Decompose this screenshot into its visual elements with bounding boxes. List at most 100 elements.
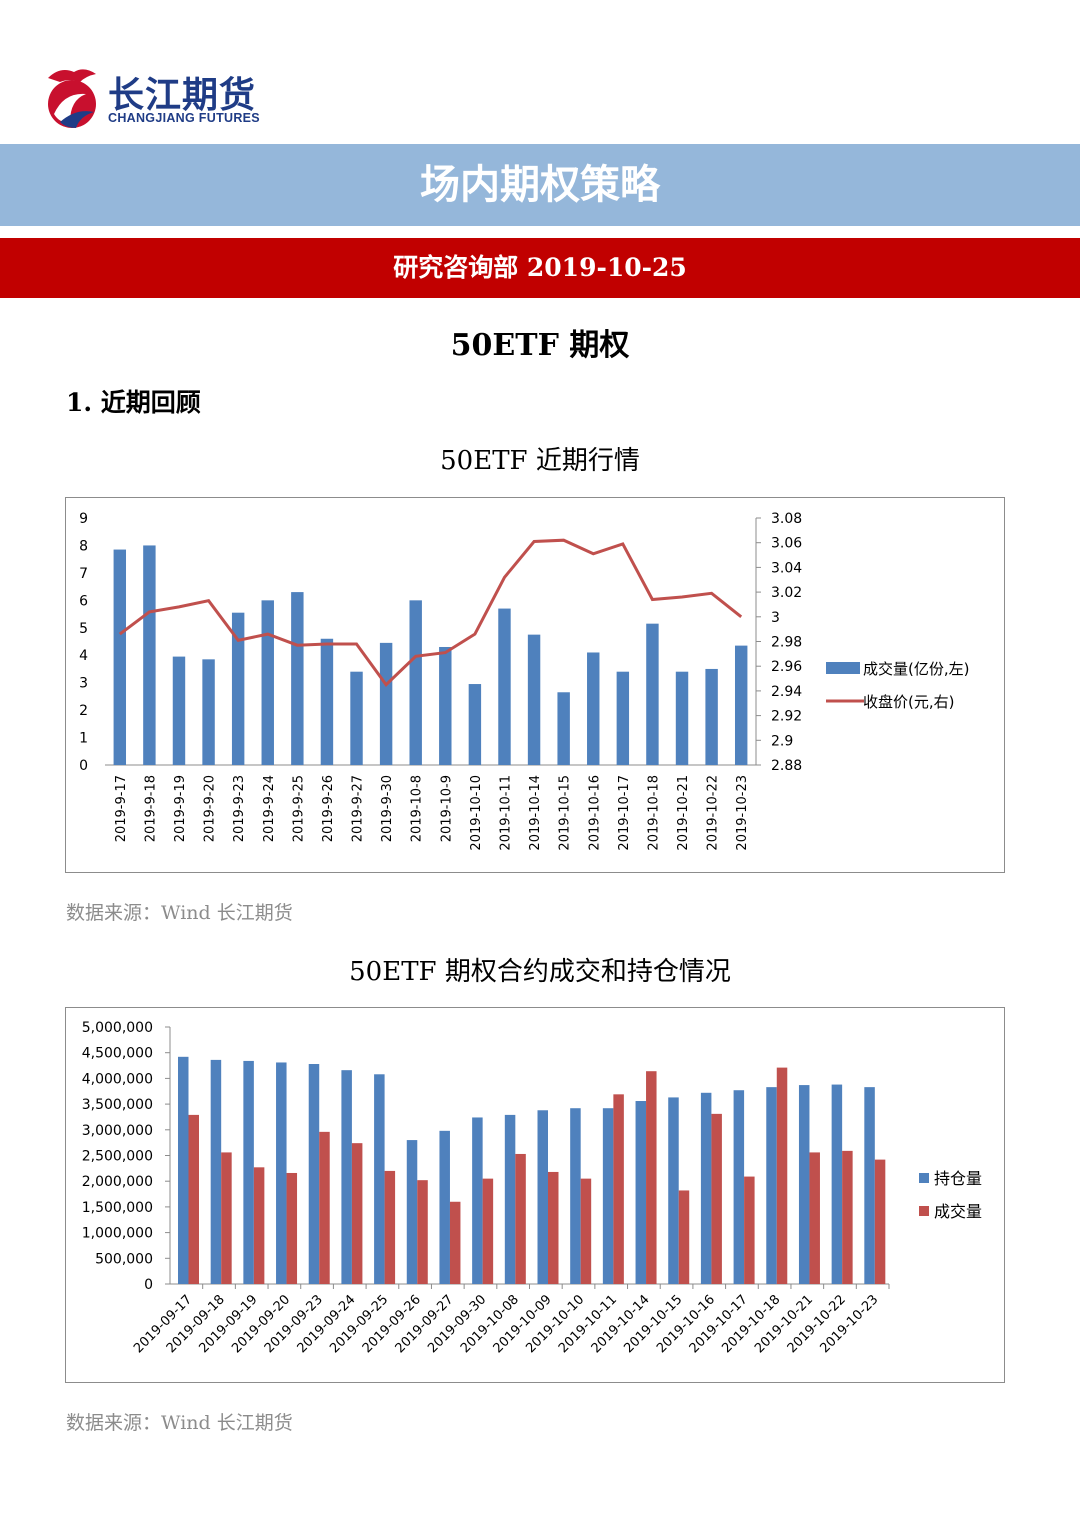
trading-volume-bar [711,1113,722,1284]
y-tick-label: 1,500,000 [82,1200,153,1216]
y-right-tick-label: 2.98 [771,635,802,651]
volume-bar [172,656,186,765]
chart1-caption: 50ETF 近期行情 [440,446,640,476]
x-tick-label: 2019-10-17 [617,775,632,851]
x-tick-label: 2019-10-22 [706,775,721,851]
y-tick-label: 0 [144,1277,153,1293]
volume-bar [350,671,363,765]
open-interest-bar [243,1060,254,1284]
open-interest-bar [831,1084,843,1284]
y-right-tick-label: 2.94 [771,684,802,700]
volume-bar [439,646,452,765]
trading-volume-bar [515,1153,526,1284]
y-right-tick-label: 3.02 [771,585,802,601]
x-tick-label: 2019-10-18 [646,775,661,851]
open-interest-bar [602,1108,614,1284]
x-tick-label: 2019-10-9 [439,775,454,842]
x-tick-label: 2019-9-25 [291,775,306,842]
x-tick-label: 2019-9-26 [321,775,336,842]
trading-volume-bar [482,1178,494,1284]
chart1-source: 数据来源：Wind 长江期货 [66,902,293,924]
title-banner: 场内期权策略 [0,144,1080,226]
open-interest-bar [766,1087,777,1284]
open-interest-bar [537,1110,548,1284]
open-interest-bar [570,1108,581,1284]
volume-bar [202,659,215,765]
x-tick-label: 2019-9-19 [173,775,188,842]
y-left-tick-label: 7 [79,566,88,582]
chart1-svg: 0 1 2 3 4 5 6 7 8 9 2.88 2.9 2.92 2.94 2.96 2.98 3 3.02 3.… [79,511,969,851]
trading-volume-bar [188,1114,199,1284]
y-left-tick-label: 4 [79,648,88,664]
y-right-tick-label: 3.06 [771,536,802,552]
y-tick-label: 2,500,000 [82,1149,153,1165]
open-interest-bar [864,1087,875,1284]
open-interest-bar [341,1070,352,1284]
volume-bar [143,545,156,765]
legend-label-volume: 成交量(亿份,左) [863,660,969,678]
legend-label-volume: 成交量 [934,1202,982,1221]
x-tick-label: 2019-9-18 [143,775,158,842]
y-tick-label: 4,000,000 [82,1071,153,1087]
y-tick-label: 1,000,000 [82,1226,153,1242]
logo-text-en: CHANGJIANG FUTURES [108,111,260,125]
y-left-tick-label: 3 [79,676,88,692]
trading-volume-bar [809,1152,820,1284]
volume-bar [261,600,274,765]
volume-bar [291,592,304,765]
y-right-tick-label: 3 [771,610,780,626]
legend-swatch-volume [826,662,860,674]
x-tick-label: 2019-10-10 [469,775,484,851]
legend-swatch-open-interest [919,1173,929,1183]
open-interest-bar [439,1130,450,1284]
trading-volume-bar [842,1150,853,1284]
y-tick-label: 3,500,000 [82,1097,153,1113]
open-interest-bar [374,1074,385,1284]
y-right-tick-label: 3.04 [771,560,802,576]
y-tick-label: 5,000,000 [82,1020,153,1036]
x-tick-label: 2019-10-23 [735,775,750,851]
y-right-tick-label: 2.92 [771,709,802,725]
volume-bar [113,549,127,765]
x-tick-label: 2019-9-23 [232,775,247,842]
legend-label-open-interest: 持仓量 [934,1169,982,1188]
open-interest-bar [210,1059,222,1284]
y-tick-label: 500,000 [95,1251,153,1267]
open-interest-bar [700,1092,712,1284]
trading-volume-bar [221,1152,232,1284]
report-title: 场内期权策略 [420,162,660,208]
x-tick-label: 2019-9-20 [203,775,218,842]
y-right-tick-label: 2.88 [771,758,802,774]
volume-bar [557,692,570,765]
open-interest-bar [635,1101,647,1284]
trading-volume-bar [874,1159,886,1284]
y-left-tick-label: 6 [79,593,88,609]
open-interest-bar [798,1085,810,1284]
trading-volume-bar [776,1067,788,1284]
trading-volume-bar [384,1170,396,1284]
trading-volume-bar [613,1094,624,1284]
x-tick-label: 2019-10-16 [587,775,602,851]
legend-label-price: 收盘价(元,右) [863,693,954,711]
trading-volume-bar [319,1131,330,1284]
x-tick-label: 2019-10-21 [676,775,691,851]
y-tick-label: 3,000,000 [82,1123,153,1139]
x-tick-label: 2019-10-14 [528,775,543,851]
trading-volume-bar [286,1172,298,1284]
volume-bar [646,623,659,765]
subtitle-banner: 研究咨询部 2019-10-25 [0,238,1080,298]
volume-bar [527,634,541,765]
report-subtitle: 研究咨询部 2019-10-25 [393,253,687,282]
open-interest-bar [472,1117,483,1284]
logo-text-cn: 长江期货 [108,75,257,116]
trading-volume-bar [580,1178,592,1284]
y-left-tick-label: 2 [79,703,88,719]
volume-bar [675,671,689,765]
chart2-svg: 0 500,000 1,000,000 1,500,000 2,000,000 2,500… [82,1020,982,1356]
y-tick-label: 2,000,000 [82,1174,153,1190]
open-interest-bar [276,1062,287,1284]
y-left-tick-label: 1 [79,731,88,747]
legend-swatch-volume [919,1206,929,1216]
trading-volume-bar [351,1143,363,1284]
volume-bar [379,642,393,765]
